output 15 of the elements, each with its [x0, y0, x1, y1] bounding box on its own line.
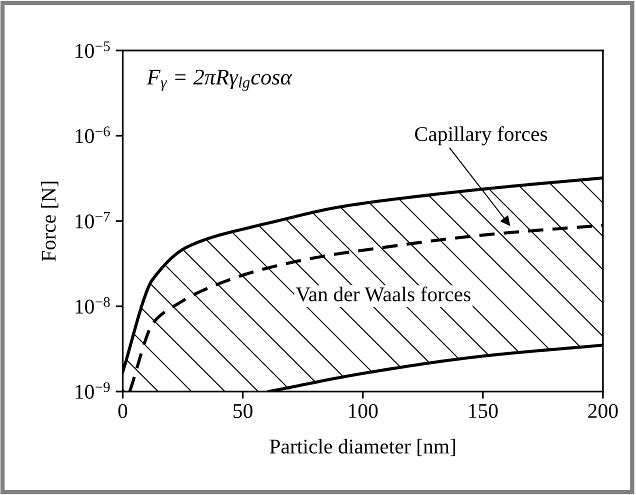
annotation: Van der Waals forces: [296, 286, 470, 302]
y-tick-label: 10$^{−9}$: [76, 382, 110, 399]
y-tick-label: 10$^{−5}$: [76, 41, 110, 58]
annotation: F$_{γ}$ = 2πRγ$_{lg}$cosα: [146, 70, 292, 91]
x-tick-label: 0: [118, 404, 128, 418]
x-tick-label: 50: [234, 404, 252, 418]
y-tick-label: 10$^{−8}$: [76, 297, 110, 314]
x-tick-label: 100: [349, 404, 378, 418]
y-axis-title: Force [N]: [41, 182, 58, 262]
annotation: Capillary forces: [415, 126, 548, 146]
x-tick-label: 150: [469, 404, 498, 418]
x-axis-title: Particle diameter [nm]: [270, 438, 455, 456]
y-tick-label: 10$^{−6}$: [76, 126, 110, 144]
x-tick-label: 200: [588, 404, 618, 418]
y-tick-label: 10$^{−7}$: [76, 212, 110, 228]
